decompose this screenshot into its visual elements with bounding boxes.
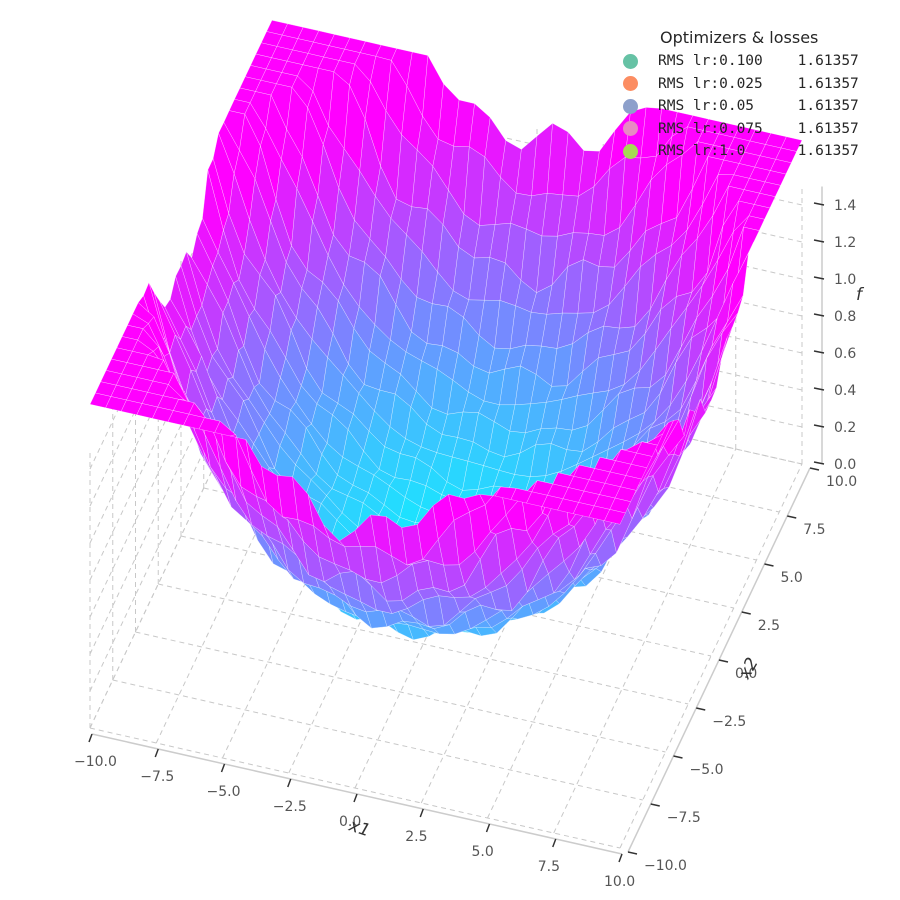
legend-label: RMS lr:0.025 1.61357: [658, 75, 859, 92]
x1-tick-label: 7.5: [538, 859, 560, 875]
x1-tick: [220, 763, 226, 773]
x2-tick-label: 0.0: [735, 666, 757, 682]
x2-tick: [787, 515, 797, 519]
x2-tick-label: 5.0: [781, 570, 803, 586]
legend-marker: [623, 98, 638, 114]
x1-tick-label: 0.0: [339, 814, 361, 830]
legend-entry: RMS lr:1.0 1.61357: [618, 140, 880, 163]
f-tick-label: 0.2: [834, 420, 856, 436]
x1-tick: [485, 823, 491, 833]
f-tick-label: 1.2: [834, 235, 856, 251]
x1-tick: [88, 733, 93, 743]
f-tick-label: 1.4: [834, 198, 856, 214]
floor-grid-line: [135, 631, 666, 753]
x2-tick: [673, 755, 683, 759]
f-tick-label: 1.0: [834, 272, 856, 288]
x2-tick: [650, 803, 660, 807]
legend-entry: RMS lr:0.025 1.61357: [618, 73, 880, 96]
f-tick-label: 0.8: [834, 309, 856, 325]
legend: Optimizers & losses RMS lr:0.100 1.61357…: [618, 28, 880, 163]
legend-label: RMS lr:1.0 1.61357: [658, 143, 859, 160]
x2-tick: [741, 611, 751, 615]
x1-tick-label: 10.0: [604, 874, 635, 890]
f-tick: [813, 239, 825, 243]
x1-tick: [618, 853, 623, 863]
f-tick: [813, 461, 825, 465]
x2-tick-label: −5.0: [690, 762, 724, 778]
x2-tick: [718, 659, 729, 663]
floor-grid-line: [619, 463, 803, 849]
f-tick-label: 0.4: [834, 383, 856, 399]
f-tick: [813, 387, 825, 391]
legend-marker: [623, 121, 638, 137]
x2-tick-label: −10.0: [644, 858, 687, 874]
x1-tick-label: −2.5: [273, 799, 307, 815]
x2-tick: [809, 467, 820, 471]
x1-tick: [552, 838, 557, 848]
x1-tick-label: 2.5: [405, 829, 427, 845]
x1-tick: [419, 808, 424, 818]
x2-tick-label: 2.5: [758, 618, 780, 634]
legend-label: RMS lr:0.075 1.61357: [658, 120, 859, 137]
legend-rows: RMS lr:0.100 1.61357 RMS lr:0.025 1.61357…: [618, 50, 880, 163]
legend-entry: RMS lr:0.075 1.61357: [618, 118, 880, 141]
floor-grid-line: [112, 679, 643, 801]
f-tick: [813, 202, 825, 206]
surface-layer: [89, 20, 803, 641]
x1-tick-label: −7.5: [140, 769, 174, 785]
x1-tick-label: 5.0: [472, 844, 494, 860]
x2-tick: [627, 851, 638, 855]
z-axis-label: f: [856, 285, 865, 305]
legend-marker: [623, 76, 638, 92]
x1-tick-label: −5.0: [207, 784, 241, 800]
axes-layer: −10.0 −7.5 −5.0 −2.5 0.0 2.5 5.0 7.5 10.0 −10.0 −7…: [74, 186, 857, 890]
surface-patch: [604, 509, 626, 525]
f-tick: [813, 313, 825, 317]
legend-label: RMS lr:0.05 1.61357: [658, 98, 859, 115]
legend-label: RMS lr:0.100 1.61357: [658, 53, 859, 70]
x1-tick-label: −10.0: [74, 754, 117, 770]
x1-tick: [353, 793, 358, 803]
x1-tick: [154, 748, 159, 758]
legend-entry: RMS lr:0.100 1.61357: [618, 50, 880, 73]
x2-tick-label: −2.5: [712, 714, 746, 730]
f-tick-label: 0.0: [834, 457, 856, 473]
x2-tick-label: 7.5: [803, 522, 825, 538]
f-tick: [813, 350, 825, 354]
floor-grid-line: [158, 583, 689, 705]
x2-tick: [696, 707, 706, 711]
legend-entry: RMS lr:0.05 1.61357: [618, 95, 880, 118]
floor-grid-line: [553, 448, 737, 834]
legend-marker: [623, 143, 638, 159]
f-tick-label: 0.6: [834, 346, 856, 362]
f-tick: [813, 276, 825, 280]
legend-title: Optimizers & losses: [660, 28, 819, 47]
x1-tick: [287, 778, 292, 788]
legend-marker: [623, 53, 638, 69]
x2-tick-label: −7.5: [667, 810, 701, 826]
x2-tick: [764, 563, 774, 567]
x2-tick-label: 10.0: [826, 474, 857, 490]
f-tick: [813, 424, 825, 428]
